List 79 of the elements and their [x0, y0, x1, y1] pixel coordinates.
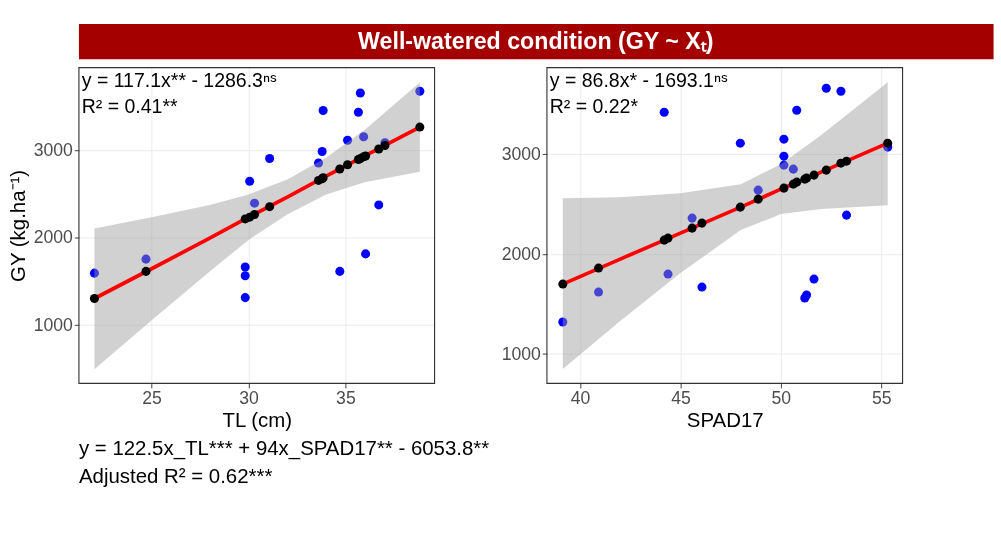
- point: [842, 210, 852, 220]
- point: [240, 293, 250, 303]
- point: [697, 218, 707, 228]
- y-tick-label: 3000: [501, 144, 542, 165]
- point: [792, 177, 802, 187]
- point: [788, 164, 798, 174]
- annotation: y = 117.1x** - 1286.3ⁿˢ: [81, 69, 278, 92]
- annotation: R² = 0.41**: [81, 95, 179, 118]
- x-tick-label: 30: [239, 388, 259, 409]
- y-tick-label: 1000: [33, 314, 74, 335]
- point: [343, 160, 353, 170]
- point: [663, 233, 673, 243]
- point: [753, 185, 763, 195]
- point: [663, 269, 673, 279]
- point: [359, 132, 369, 142]
- point: [779, 134, 789, 144]
- point: [89, 268, 99, 278]
- point: [809, 274, 819, 284]
- point: [240, 271, 250, 281]
- point: [809, 170, 819, 180]
- point: [318, 105, 328, 115]
- point: [245, 176, 255, 186]
- text: Adjusted R² = 0.62***: [78, 464, 273, 487]
- point: [141, 266, 151, 276]
- y-tick-label: 2000: [501, 244, 542, 265]
- point: [779, 151, 789, 161]
- point: [821, 165, 831, 175]
- y-tick-label: 3000: [33, 139, 74, 160]
- text: y = 122.5x_TL*** + 94x_SPAD17** - 6053.8**: [78, 436, 490, 460]
- point: [89, 293, 99, 304]
- point: [313, 158, 323, 168]
- x-axis-title: SPAD17: [686, 409, 764, 432]
- point: [697, 282, 707, 292]
- text: Well-watered condition (GY ~ Xₜ): [358, 28, 714, 55]
- point: [735, 138, 745, 148]
- point: [343, 135, 353, 145]
- x-tick-label: 50: [771, 388, 792, 409]
- point: [355, 88, 365, 98]
- point: [821, 83, 831, 93]
- point: [415, 122, 425, 132]
- point: [415, 86, 425, 96]
- point: [361, 249, 371, 259]
- point: [594, 263, 604, 273]
- x-tick-label: 35: [336, 388, 356, 409]
- point: [779, 160, 789, 170]
- point: [353, 107, 363, 117]
- annotation: y = 86.8x* - 1693.1ⁿˢ: [549, 69, 729, 92]
- point: [687, 213, 697, 223]
- point: [558, 317, 568, 327]
- point: [265, 202, 275, 212]
- point: [250, 198, 260, 208]
- point: [842, 156, 852, 166]
- x-tick-label: 55: [871, 388, 892, 409]
- point: [792, 105, 802, 115]
- point: [836, 86, 846, 96]
- point: [141, 254, 151, 264]
- point: [558, 279, 568, 289]
- point: [317, 147, 327, 157]
- y-axis-title: GY (kg.ha⁻¹): [7, 169, 30, 282]
- y-tick-label: 1000: [501, 344, 542, 365]
- point: [594, 287, 604, 297]
- point: [659, 107, 669, 117]
- point: [753, 194, 763, 204]
- x-tick-label: 45: [671, 388, 691, 409]
- point: [883, 138, 893, 148]
- point: [735, 202, 745, 212]
- point: [335, 266, 345, 276]
- point: [250, 210, 260, 220]
- y-tick-label: 2000: [33, 227, 74, 248]
- annotation: R² = 0.22*: [549, 95, 639, 118]
- point: [779, 183, 789, 193]
- point: [335, 164, 345, 174]
- point: [265, 154, 275, 164]
- point: [240, 262, 250, 272]
- point: [687, 223, 697, 233]
- x-tick-label: 25: [142, 388, 163, 409]
- x-tick-label: 40: [570, 388, 591, 409]
- x-axis-title: TL (cm): [222, 409, 292, 432]
- point: [374, 200, 384, 210]
